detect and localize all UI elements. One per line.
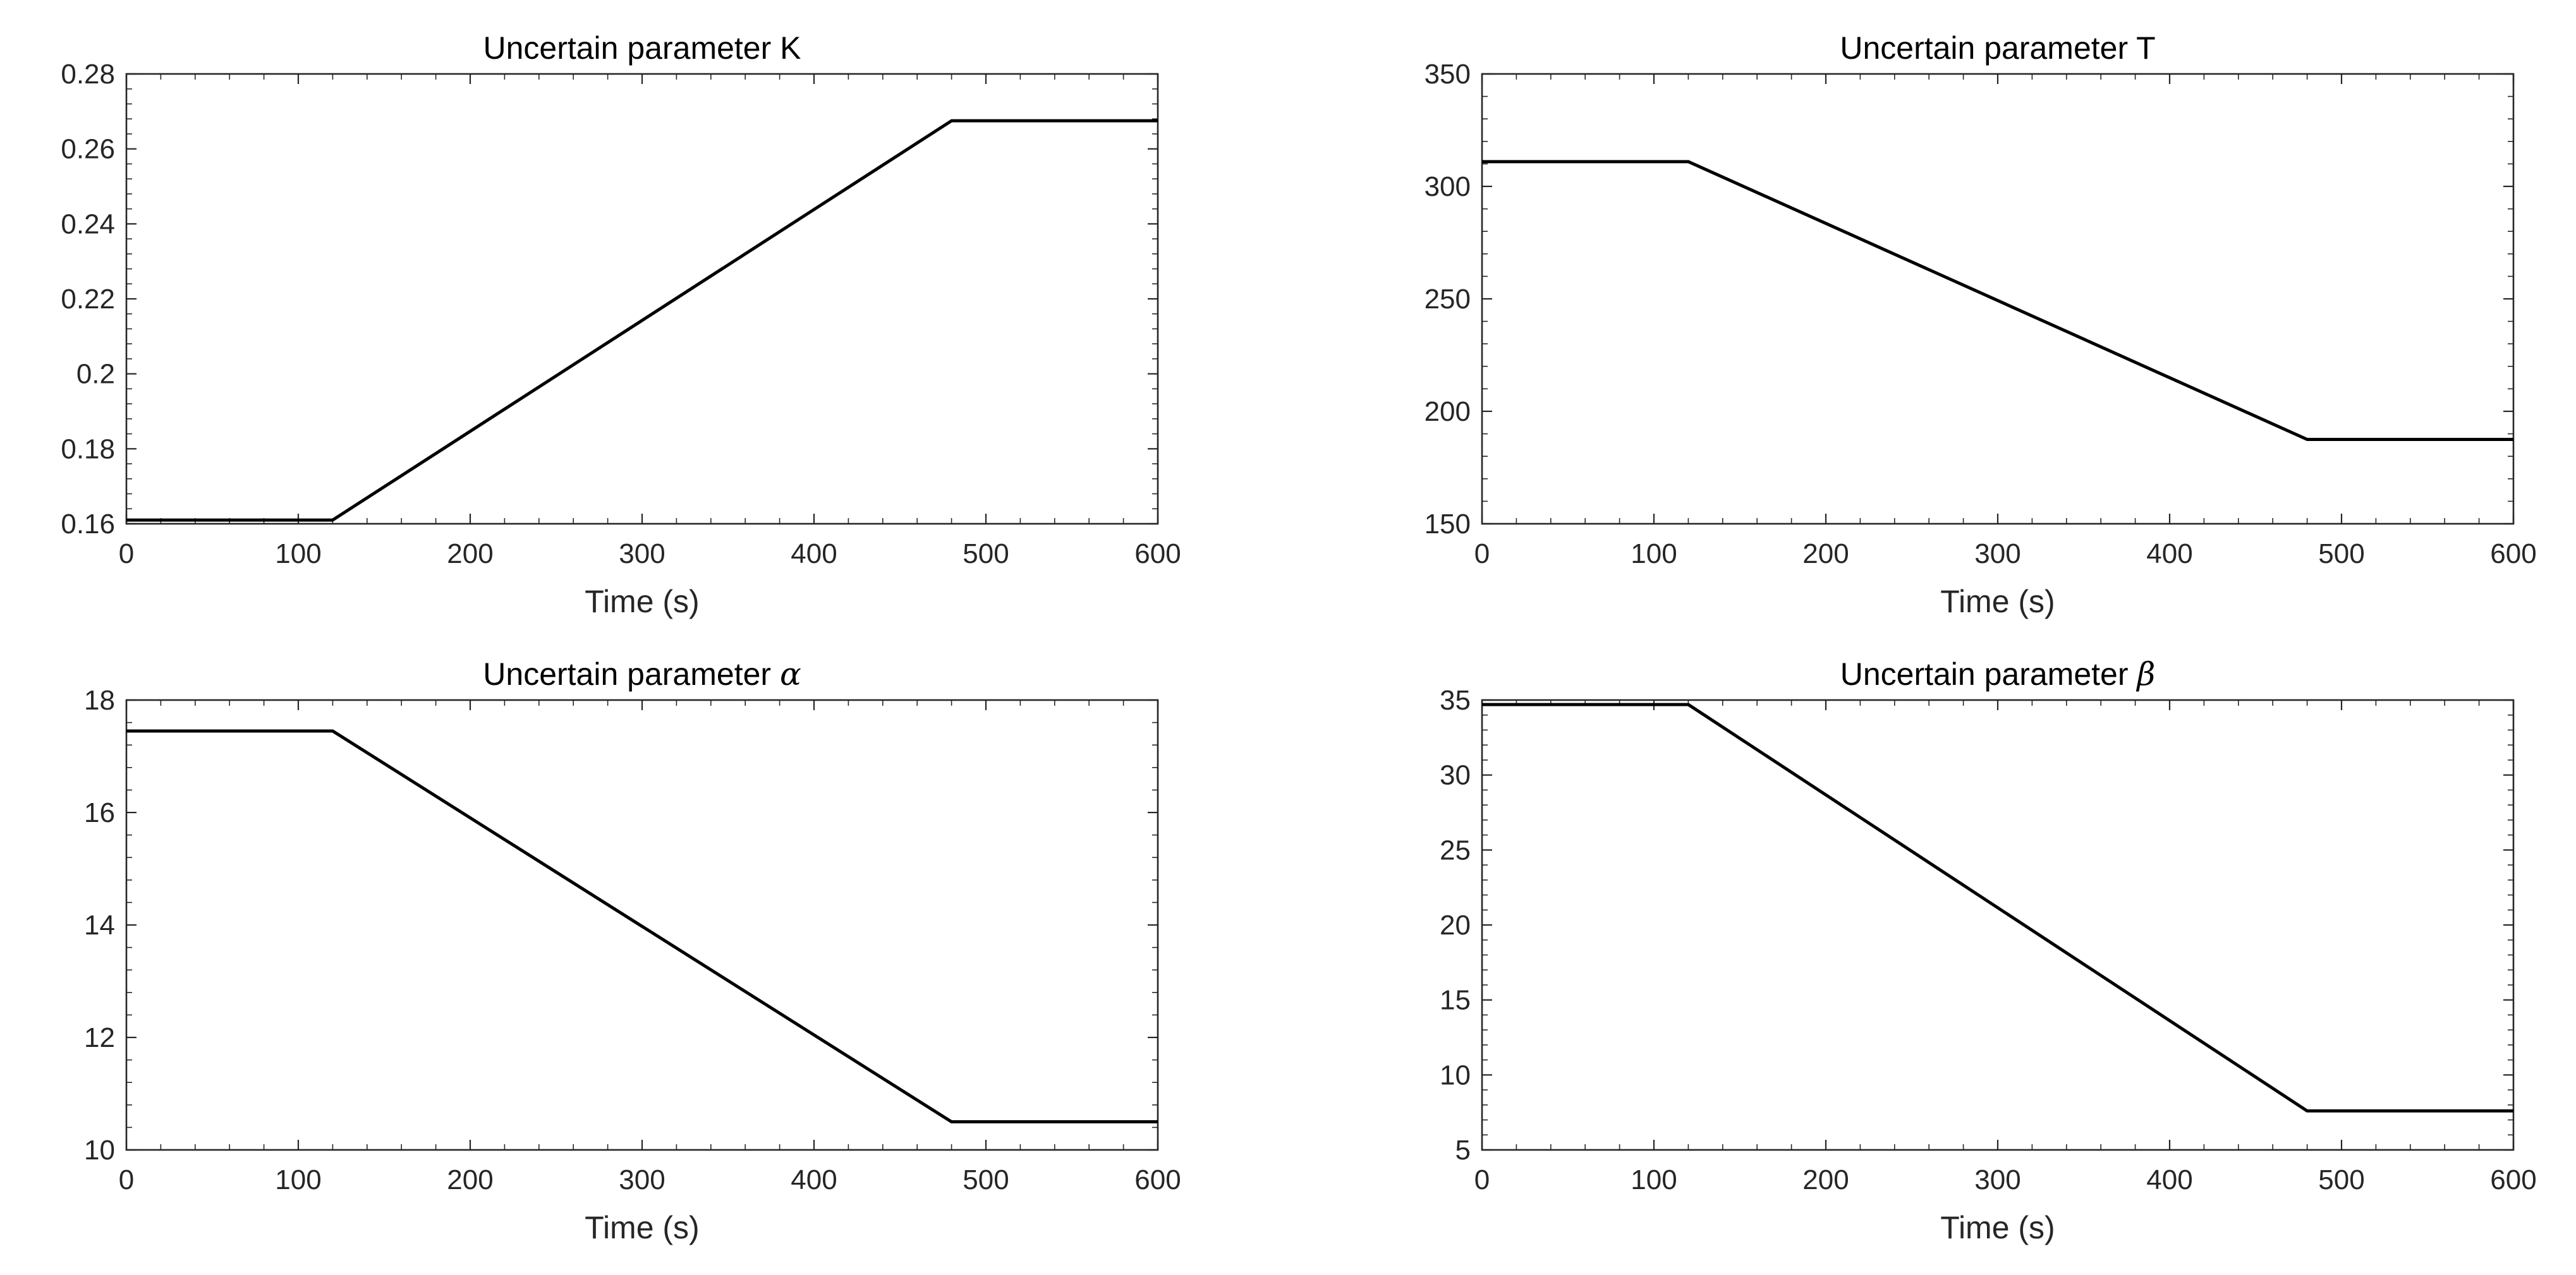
title-prefix: Uncertain parameter	[1840, 656, 2137, 692]
y-tick-label: 0.2	[76, 359, 115, 390]
y-tick-label: 150	[1425, 509, 1471, 540]
y-tick-label: 5	[1455, 1135, 1471, 1166]
y-tick-label: 35	[1440, 685, 1471, 716]
y-tick-label: 0.18	[61, 433, 115, 464]
series-line-t	[1482, 160, 2513, 441]
x-tick-label: 100	[1631, 538, 1677, 569]
x-tick-label: 200	[1802, 538, 1849, 569]
x-tick-label: 500	[2318, 1164, 2364, 1195]
chart-title-t: Uncertain parameter T	[1840, 30, 2155, 66]
chart-title-beta: Uncertain parameter β	[1840, 656, 2156, 692]
x-tick-label: 0	[119, 538, 134, 569]
x-tick-label: 100	[275, 538, 321, 569]
y-tick-label: 0.24	[61, 208, 115, 239]
title-symbol: T	[2136, 30, 2156, 66]
y-tick-label: 0.26	[61, 134, 115, 165]
x-tick-label: 100	[1631, 1164, 1677, 1195]
title-symbol: α	[780, 656, 801, 692]
x-tick-label: 500	[963, 1164, 1009, 1195]
x-tick-label: 500	[963, 538, 1009, 569]
title-prefix: Uncertain parameter	[1840, 30, 2136, 66]
x-tick-label: 300	[619, 1164, 665, 1195]
y-tick-label: 300	[1425, 171, 1471, 202]
x-tick-label: 300	[1974, 538, 2020, 569]
x-axis-label-beta: Time (s)	[1940, 1210, 2055, 1245]
series-line-alpha	[126, 729, 1158, 1123]
x-tick-label: 600	[2490, 1164, 2536, 1195]
y-tick-label: 16	[84, 797, 115, 828]
x-tick-label: 400	[791, 1164, 837, 1195]
x-tick-label: 600	[2490, 538, 2536, 569]
x-tick-label: 0	[1474, 1164, 1490, 1195]
axes-frame	[1481, 699, 2515, 1151]
x-tick-label: 0	[1474, 538, 1490, 569]
y-tick-label: 250	[1425, 284, 1471, 315]
y-tick-label: 0.28	[61, 59, 115, 90]
x-tick-label: 400	[791, 538, 837, 569]
y-tick-label: 10	[84, 1135, 115, 1166]
title-prefix: Uncertain parameter	[483, 656, 780, 692]
x-tick-label: 0	[119, 1164, 134, 1195]
x-tick-label: 300	[1974, 1164, 2020, 1195]
series-line-k	[126, 119, 1158, 522]
y-tick-label: 14	[84, 910, 115, 941]
title-prefix: Uncertain parameter	[483, 30, 780, 66]
x-tick-label: 400	[2146, 538, 2192, 569]
x-tick-label: 200	[1802, 1164, 1849, 1195]
y-tick-label: 0.16	[61, 509, 115, 540]
y-tick-label: 200	[1425, 396, 1471, 427]
title-symbol: β	[2136, 656, 2155, 692]
x-tick-label: 200	[447, 538, 493, 569]
y-tick-label: 15	[1440, 985, 1471, 1016]
x-axis-label-k: Time (s)	[585, 584, 699, 619]
y-tick-label: 10	[1440, 1060, 1471, 1091]
axes-frame	[125, 73, 1159, 525]
x-tick-label: 300	[619, 538, 665, 569]
y-tick-label: 25	[1440, 835, 1471, 866]
y-tick-label: 350	[1425, 59, 1471, 90]
x-tick-label: 400	[2146, 1164, 2192, 1195]
x-tick-label: 600	[1134, 1164, 1181, 1195]
y-tick-label: 12	[84, 1022, 115, 1053]
chart-title-k: Uncertain parameter K	[483, 30, 801, 66]
x-tick-label: 100	[275, 1164, 321, 1195]
y-tick-label: 0.22	[61, 284, 115, 315]
x-tick-label: 200	[447, 1164, 493, 1195]
y-tick-label: 18	[84, 685, 115, 716]
y-tick-label: 30	[1440, 760, 1471, 791]
chart-title-alpha: Uncertain parameter α	[483, 656, 801, 692]
series-line-beta	[1482, 703, 2513, 1113]
x-axis-label-t: Time (s)	[1940, 584, 2055, 619]
title-symbol: K	[780, 30, 801, 66]
x-tick-label: 600	[1134, 538, 1181, 569]
x-tick-label: 500	[2318, 538, 2364, 569]
y-tick-label: 20	[1440, 910, 1471, 941]
x-axis-label-alpha: Time (s)	[585, 1210, 699, 1245]
